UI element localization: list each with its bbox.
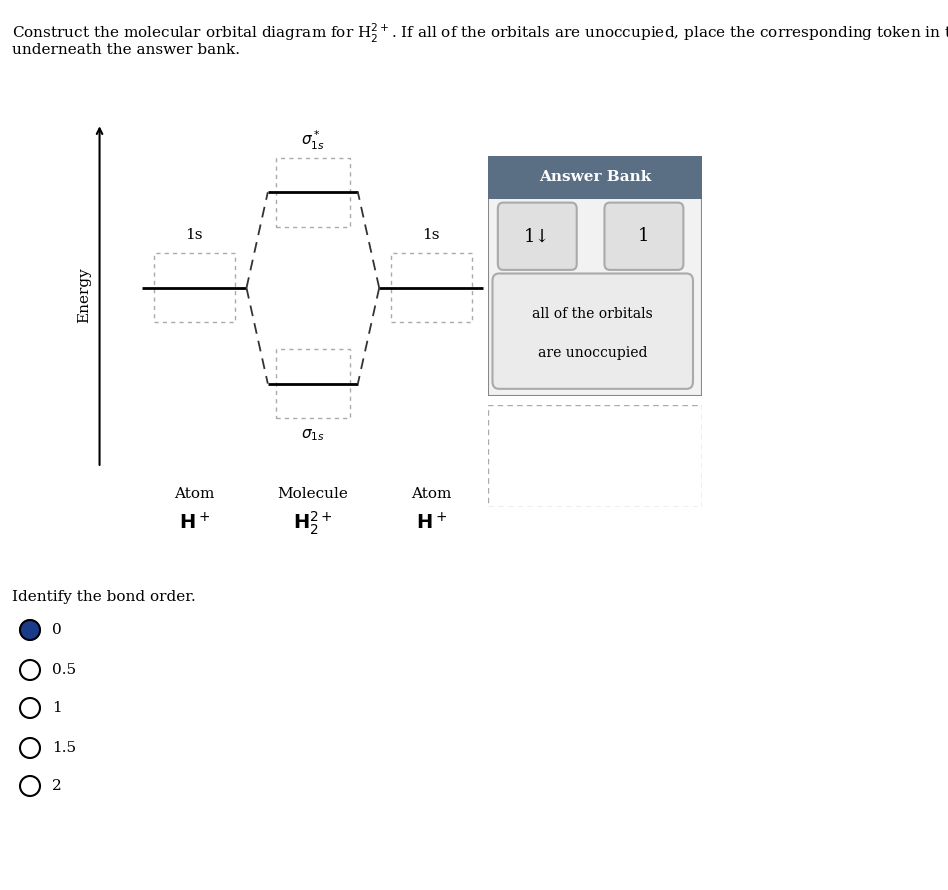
- Text: Molecule: Molecule: [278, 487, 348, 501]
- Text: 1↓: 1↓: [524, 227, 551, 246]
- Text: $\sigma^*_{1s}$: $\sigma^*_{1s}$: [301, 129, 325, 152]
- FancyBboxPatch shape: [498, 203, 576, 270]
- Text: 2: 2: [52, 779, 62, 793]
- FancyBboxPatch shape: [493, 273, 693, 389]
- Bar: [488, 156, 702, 199]
- Bar: [276, 349, 350, 418]
- Text: Atom: Atom: [411, 487, 451, 501]
- Text: 1s: 1s: [186, 228, 203, 242]
- Text: underneath the answer bank.: underneath the answer bank.: [12, 43, 240, 57]
- Text: 0.5: 0.5: [52, 663, 76, 677]
- Circle shape: [20, 620, 40, 640]
- Text: 1: 1: [52, 701, 62, 715]
- Text: Energy: Energy: [78, 268, 91, 323]
- Text: are unoccupied: are unoccupied: [538, 346, 647, 360]
- Text: $\mathbf{H}_2^{2+}$: $\mathbf{H}_2^{2+}$: [293, 509, 333, 537]
- Bar: [154, 254, 234, 322]
- Text: 1.5: 1.5: [52, 741, 76, 755]
- Text: 0: 0: [52, 623, 62, 637]
- Bar: [276, 158, 350, 227]
- Text: Atom: Atom: [174, 487, 214, 501]
- Text: Answer Bank: Answer Bank: [538, 170, 651, 184]
- Bar: [391, 254, 471, 322]
- Text: Identify the bond order.: Identify the bond order.: [12, 590, 195, 604]
- Text: Construct the molecular orbital diagram for H$_2^{2+}$. If all of the orbitals a: Construct the molecular orbital diagram …: [12, 22, 948, 45]
- Text: $\mathbf{H}^+$: $\mathbf{H}^+$: [416, 513, 447, 533]
- Text: $\mathbf{H}^+$: $\mathbf{H}^+$: [179, 513, 210, 533]
- Text: $\sigma_{1s}$: $\sigma_{1s}$: [301, 427, 325, 443]
- Text: all of the orbitals: all of the orbitals: [533, 307, 653, 321]
- Text: 1: 1: [638, 227, 649, 246]
- FancyBboxPatch shape: [605, 203, 684, 270]
- Text: 1s: 1s: [423, 228, 440, 242]
